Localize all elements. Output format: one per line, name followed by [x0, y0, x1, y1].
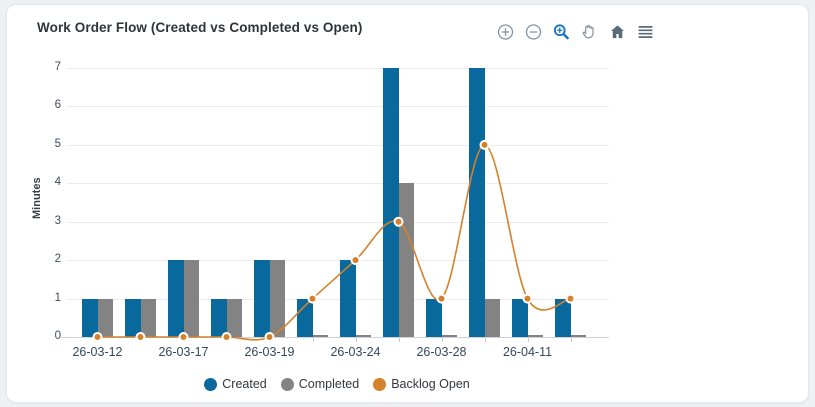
bar-created[interactable] [297, 298, 313, 337]
legend-swatch [204, 377, 218, 391]
x-tick-mark [441, 338, 443, 342]
y-tick-label: 6 [54, 99, 61, 112]
legend-label: Completed [298, 377, 360, 391]
bar-created[interactable] [254, 260, 270, 337]
home-reset-icon[interactable] [607, 21, 628, 43]
grid-line [67, 260, 609, 262]
bar-completed[interactable] [97, 298, 113, 337]
work-order-flow-card: Work Order Flow (Created vs Completed vs… [6, 4, 809, 403]
x-tick-mark [312, 338, 314, 342]
bar-created[interactable] [211, 298, 227, 337]
bar-created[interactable] [383, 68, 399, 337]
bar-completed[interactable] [527, 335, 543, 337]
x-tick-mark [484, 338, 486, 342]
y-tick-label: 3 [54, 214, 61, 227]
x-tick-label: 26-03-17 [158, 345, 209, 359]
bar-completed[interactable] [355, 335, 371, 337]
grid-line [67, 221, 609, 223]
y-tick-label: 0 [54, 330, 61, 342]
legend-item-created[interactable]: Created [204, 377, 267, 391]
bar-created[interactable] [340, 260, 356, 337]
x-tick-label: 26-03-19 [244, 345, 295, 359]
bar-completed[interactable] [140, 298, 156, 337]
chart-toolbar [495, 21, 656, 43]
y-tick-label: 5 [54, 137, 61, 150]
bar-created[interactable] [168, 260, 184, 337]
chart-title: Work Order Flow (Created vs Completed vs… [37, 20, 363, 35]
bar-created[interactable] [555, 298, 571, 337]
selection-zoom-icon[interactable] [551, 21, 572, 43]
legend-label: Backlog Open [391, 377, 470, 391]
x-tick-mark [570, 338, 572, 342]
bar-completed[interactable] [226, 298, 242, 337]
bar-completed[interactable] [183, 260, 199, 337]
y-tick-label: 2 [54, 253, 61, 266]
bar-created[interactable] [125, 298, 141, 337]
legend-swatch [373, 377, 387, 391]
x-tick-mark [97, 338, 99, 342]
grid-line [67, 106, 609, 108]
legend-swatch [280, 377, 294, 391]
x-tick-label: 26-04-11 [502, 345, 553, 359]
x-tick-mark [140, 338, 142, 342]
x-tick-mark [398, 338, 400, 342]
bar-created[interactable] [426, 298, 442, 337]
chart-legend: Created Completed Backlog Open [7, 377, 667, 391]
grid-line [67, 183, 609, 185]
y-tick-label: 7 [54, 61, 61, 73]
x-tick-label: 26-03-12 [72, 345, 123, 359]
legend-item-backlog-open[interactable]: Backlog Open [373, 377, 470, 391]
x-tick-mark [269, 338, 271, 342]
bar-completed[interactable] [398, 183, 414, 337]
grid-line [67, 68, 609, 69]
zoom-out-icon[interactable] [523, 21, 544, 43]
pan-hand-icon[interactable] [579, 21, 600, 43]
bar-completed[interactable] [570, 335, 586, 337]
x-tick-mark [226, 338, 228, 342]
bar-created[interactable] [512, 298, 528, 337]
x-tick-label: 26-03-24 [330, 345, 381, 359]
y-tick-label: 4 [54, 176, 61, 189]
zoom-in-icon[interactable] [495, 21, 516, 43]
bar-completed[interactable] [484, 298, 500, 337]
x-tick-mark [183, 338, 185, 342]
bar-completed[interactable] [269, 260, 285, 337]
bar-completed[interactable] [312, 335, 328, 337]
x-tick-mark [527, 338, 529, 342]
grid-line [67, 144, 609, 146]
x-tick-mark [355, 338, 357, 342]
y-tick-label: 1 [54, 291, 61, 304]
bar-created[interactable] [82, 298, 98, 337]
legend-item-completed[interactable]: Completed [280, 377, 360, 391]
bar-created[interactable] [469, 68, 485, 337]
bar-completed[interactable] [441, 335, 457, 337]
menu-icon[interactable] [635, 21, 656, 43]
x-tick-label: 26-03-28 [416, 345, 467, 359]
legend-label: Created [222, 377, 267, 391]
